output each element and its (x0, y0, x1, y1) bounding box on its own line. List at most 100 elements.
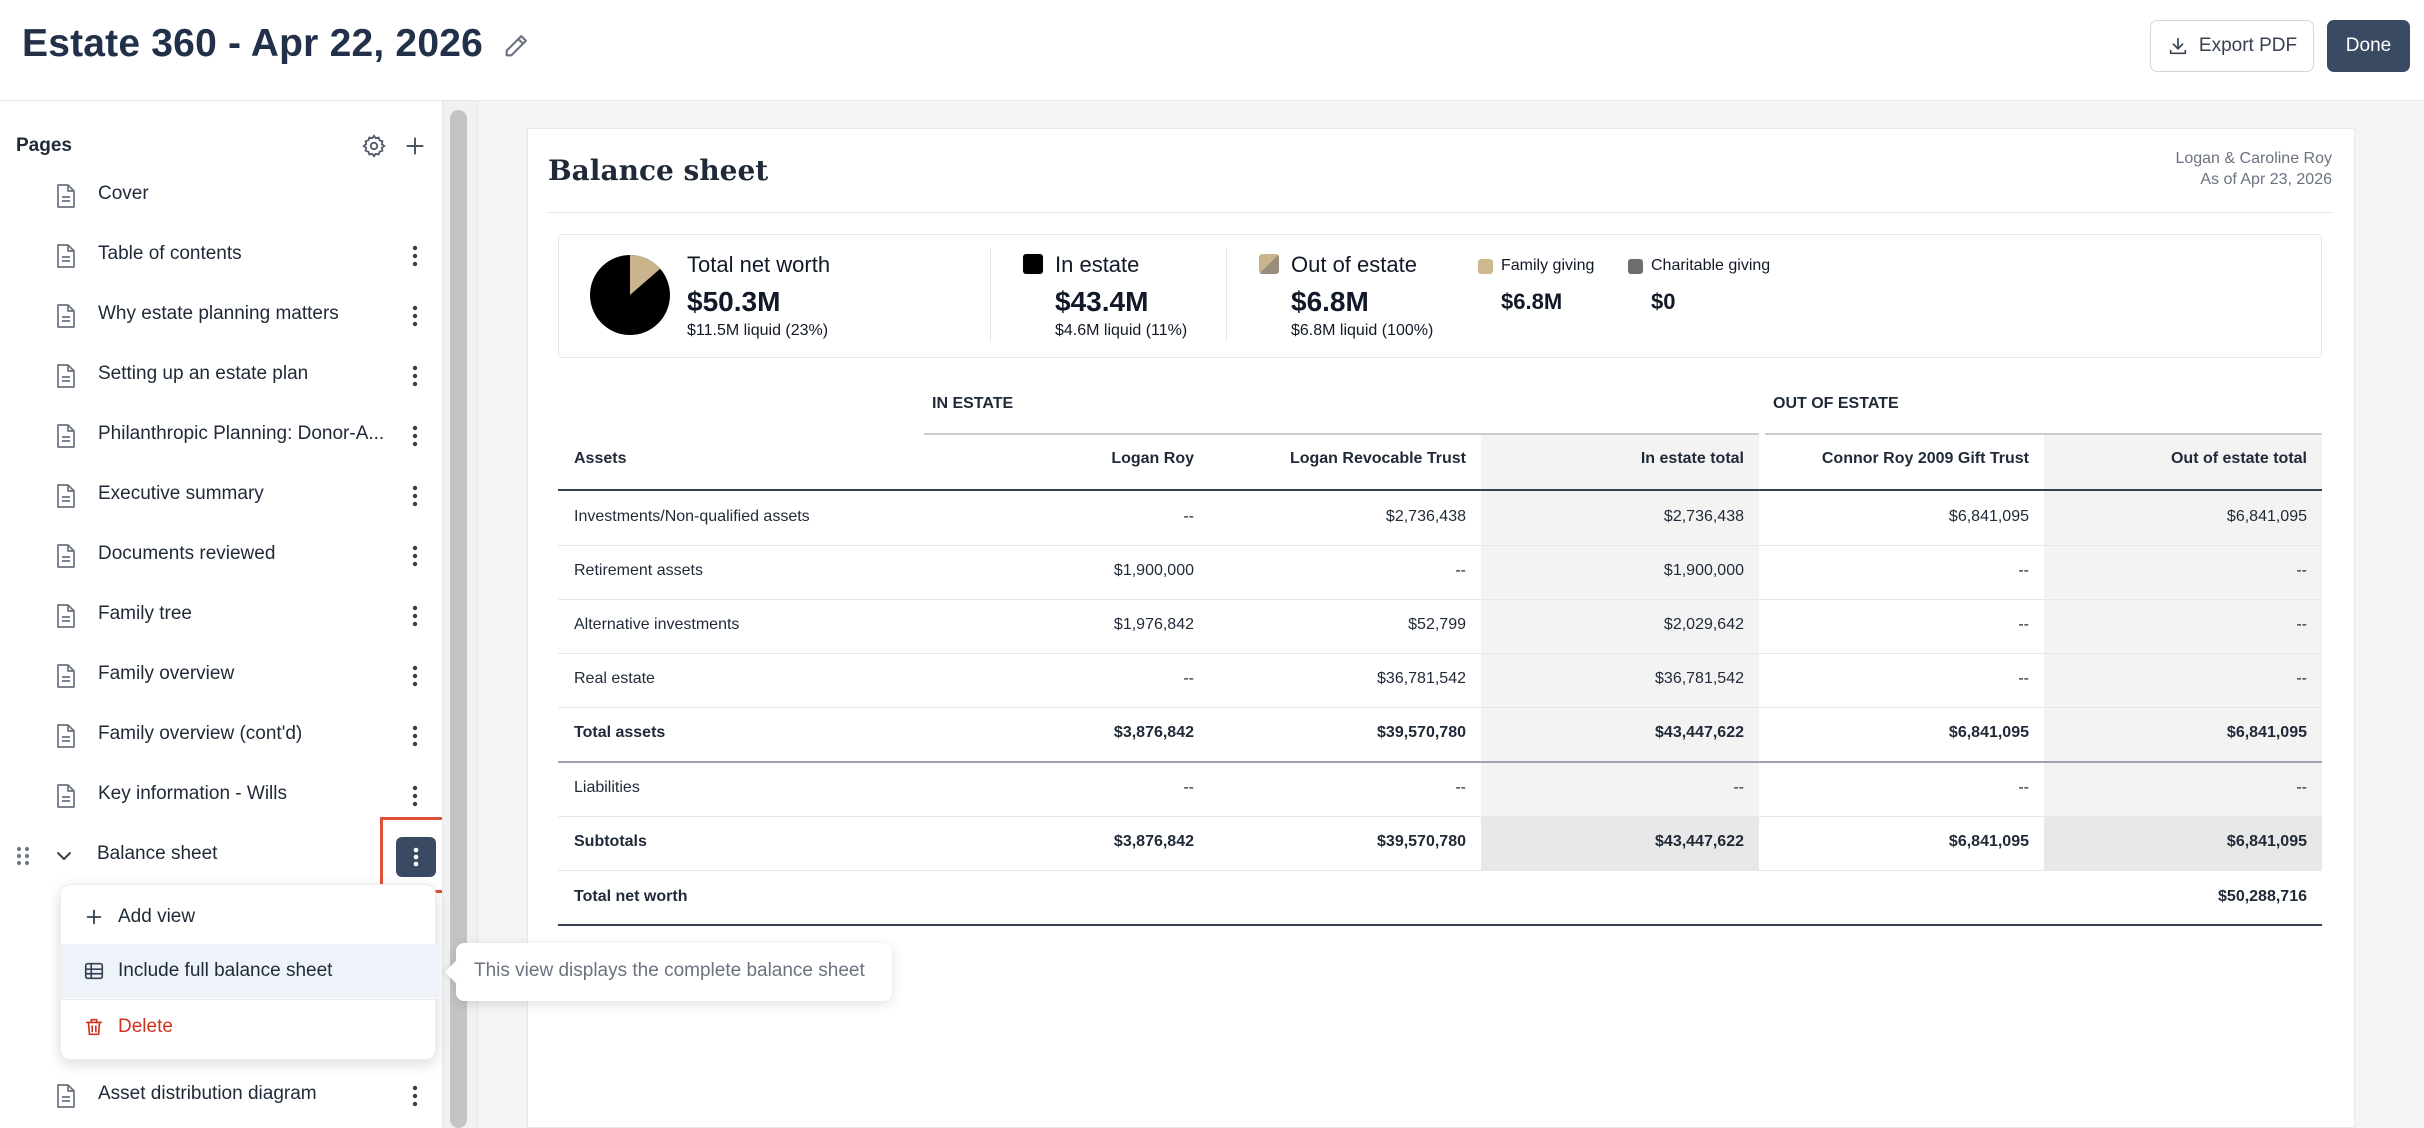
pages-heading: Pages (16, 135, 72, 156)
document-icon (55, 243, 77, 269)
table-cell: $6,841,095 (2226, 833, 2307, 850)
table-icon (84, 962, 104, 980)
table-cell: $6,841,095 (2226, 508, 2307, 525)
summary-divider (1226, 248, 1227, 342)
sidebar-item-label: Family overview (98, 663, 235, 684)
table-cell: -- (2296, 779, 2307, 796)
document-icon (55, 363, 77, 389)
include-full-balance-sheet-menu-item[interactable]: Include full balance sheet (61, 944, 437, 998)
sidebar-item-family-overview[interactable]: Family overview (0, 646, 442, 706)
add-view-label: Add view (118, 906, 196, 927)
total-net-worth-label: Total net worth (687, 252, 831, 277)
sidebar-item-key-information-wills[interactable]: Key information - Wills (0, 766, 442, 826)
export-pdf-label: Export PDF (2198, 35, 2298, 56)
row-divider (558, 761, 2322, 763)
delete-label: Delete (118, 1016, 173, 1037)
table-cell-label: Retirement assets (574, 562, 703, 579)
add-view-menu-item[interactable]: Add view (61, 890, 437, 944)
row-divider (558, 599, 2322, 600)
table-cell: $3,876,842 (1113, 833, 1194, 850)
drag-handle-icon[interactable] (14, 844, 32, 868)
page-title: Estate 360 - Apr 22, 2026 (22, 22, 483, 65)
chevron-down-icon[interactable] (52, 844, 76, 868)
add-page-icon[interactable] (402, 133, 428, 159)
document-icon (55, 423, 77, 449)
plus-icon (86, 909, 102, 925)
more-vertical-icon[interactable] (400, 663, 430, 689)
sidebar-item-table-of-contents[interactable]: Table of contents (0, 226, 442, 286)
in-estate-total-column-bg (1481, 435, 1759, 816)
table-cell-label: Real estate (574, 670, 655, 687)
table-cell: -- (1183, 508, 1194, 525)
sidebar-scrollbar-thumb[interactable] (450, 110, 467, 1128)
sidebar-item-label: Family tree (98, 603, 192, 624)
in-estate-label: In estate (1055, 252, 1140, 277)
more-vertical-icon[interactable] (400, 783, 430, 809)
delete-menu-item[interactable]: Delete (61, 1000, 437, 1054)
document-icon (55, 303, 77, 329)
more-vertical-icon[interactable] (400, 723, 430, 749)
net-worth-rule (558, 924, 2322, 926)
group-rule (924, 433, 1759, 435)
sidebar-item-executive-summary[interactable]: Executive summary (0, 466, 442, 526)
export-pdf-button[interactable]: Export PDF (2150, 20, 2314, 72)
out-of-estate-swatch (1259, 254, 1279, 274)
table-cell: $1,976,842 (1113, 616, 1194, 633)
title-divider (548, 212, 2332, 213)
sidebar-item-asset-distribution-diagram[interactable]: Asset distribution diagram (0, 1066, 442, 1126)
sidebar-item-label: Key information - Wills (98, 783, 287, 804)
out-of-estate-value: $6.8M (1291, 286, 1369, 317)
tooltip: This view displays the complete balance … (456, 943, 892, 1001)
table-cell: $2,736,438 (1663, 508, 1744, 525)
more-vertical-icon[interactable] (400, 243, 430, 269)
pencil-edit-icon[interactable] (502, 32, 530, 60)
column-header: Assets (574, 450, 627, 467)
sidebar-item-label: Setting up an estate plan (98, 363, 309, 384)
in-estate-subtotal-bg (1481, 816, 1759, 870)
table-cell: -- (2296, 670, 2307, 687)
sidebar-item-family-tree[interactable]: Family tree (0, 586, 442, 646)
more-vertical-icon[interactable] (400, 543, 430, 569)
trash-icon (85, 1018, 103, 1036)
table-cell: $2,029,642 (1663, 616, 1744, 633)
sidebar-item-label: Table of contents (98, 243, 242, 264)
more-vertical-icon[interactable] (400, 603, 430, 629)
table-cell: $1,900,000 (1113, 562, 1194, 579)
balance-sheet-more-button[interactable] (396, 837, 436, 877)
done-button[interactable]: Done (2327, 20, 2410, 72)
family-giving-value: $6.8M (1501, 289, 1563, 314)
document-icon (55, 783, 77, 809)
table-cell: -- (1733, 779, 1744, 796)
column-header: Logan Revocable Trust (1289, 450, 1466, 467)
table-cell: -- (2296, 616, 2307, 633)
more-vertical-icon[interactable] (400, 303, 430, 329)
net-worth-value: $50,288,716 (2218, 888, 2307, 905)
sidebar-item-documents-reviewed[interactable]: Documents reviewed (0, 526, 442, 586)
table-cell-label: Investments/Non-qualified assets (574, 508, 810, 525)
group-header-in-estate: IN ESTATE (932, 395, 1014, 412)
table-cell: $6,841,095 (1948, 508, 2029, 525)
more-vertical-icon[interactable] (400, 363, 430, 389)
sidebar-item-why-estate-planning-matters[interactable]: Why estate planning matters (0, 286, 442, 346)
sidebar-item-label: Executive summary (98, 483, 264, 504)
more-vertical-icon[interactable] (400, 483, 430, 509)
sidebar-item-cover[interactable]: Cover (0, 166, 442, 226)
table-cell-label: Total assets (574, 724, 666, 741)
table-cell: -- (2296, 562, 2307, 579)
total-net-worth-liquid: $11.5M liquid (23%) (687, 322, 829, 339)
document-icon (55, 663, 77, 689)
sidebar-item-balance-sheet[interactable]: Balance sheet (0, 826, 442, 886)
more-vertical-icon (413, 847, 419, 867)
more-vertical-icon[interactable] (400, 423, 430, 449)
app-header: Estate 360 - Apr 22, 2026 Export PDF Don… (0, 0, 2424, 101)
sidebar-item-label: Family overview (cont'd) (98, 723, 303, 744)
more-vertical-icon[interactable] (400, 1083, 430, 1109)
sidebar-item-philanthropic-planning-donor-a[interactable]: Philanthropic Planning: Donor-A... (0, 406, 442, 466)
table-cell-label: Alternative investments (574, 616, 740, 633)
gear-icon[interactable] (361, 133, 387, 159)
as-of-date: As of Apr 23, 2026 (2200, 171, 2332, 188)
sidebar-item-setting-up-an-estate-plan[interactable]: Setting up an estate plan (0, 346, 442, 406)
table-cell: -- (1455, 779, 1466, 796)
sidebar-item-family-overview-cont-d[interactable]: Family overview (cont'd) (0, 706, 442, 766)
row-divider (558, 870, 2322, 871)
